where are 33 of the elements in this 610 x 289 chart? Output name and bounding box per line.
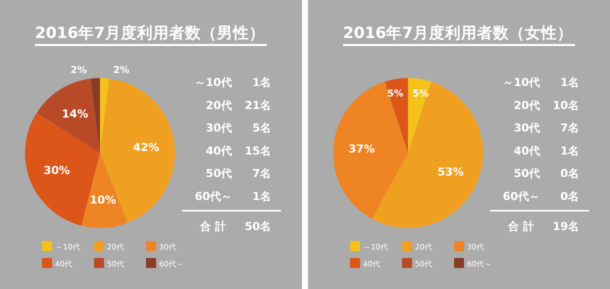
text: 20代 21名 — [206, 98, 271, 112]
data-label: 42% — [132, 141, 160, 154]
text: 50代 7名 — [206, 167, 271, 180]
text: 40代 1名 — [514, 144, 579, 158]
text: 60代～ 0名 — [502, 190, 579, 203]
data-label: 30% — [44, 164, 70, 178]
data-label: 37% — [348, 142, 375, 156]
text: 60代～ 1名 — [194, 190, 271, 203]
text: 20代 10名 — [514, 98, 579, 112]
data-label: 5% — [387, 88, 404, 100]
text: 30代 7名 — [514, 122, 579, 135]
pie-slice — [384, 78, 408, 153]
data-label: 2% — [70, 65, 88, 76]
data-label: 14% — [62, 108, 88, 121]
data-label: 10% — [90, 193, 116, 206]
pie-slice — [408, 78, 432, 153]
pie-slice — [333, 82, 408, 219]
text: 合 計 50名 — [200, 220, 271, 233]
pie-slice — [36, 78, 100, 153]
pie-slice — [90, 78, 100, 153]
pie-slice — [81, 153, 128, 228]
text: 合 計 19名 — [508, 220, 579, 233]
data-label: 5% — [412, 88, 430, 100]
chart-title: 2016年7月度利用者数（女性） — [343, 23, 573, 42]
text: ～10代 1名 — [194, 76, 271, 89]
text: 50代 0名 — [514, 167, 579, 180]
text: 40代 15名 — [206, 144, 271, 158]
text: ～10代 1名 — [502, 76, 579, 89]
pie-slice — [100, 78, 110, 153]
text: 30代 5名 — [206, 122, 271, 135]
chart-title: 2016年7月度利用者数（男性） — [35, 23, 265, 42]
data-label: 2% — [113, 65, 130, 76]
data-label: 53% — [438, 165, 464, 178]
